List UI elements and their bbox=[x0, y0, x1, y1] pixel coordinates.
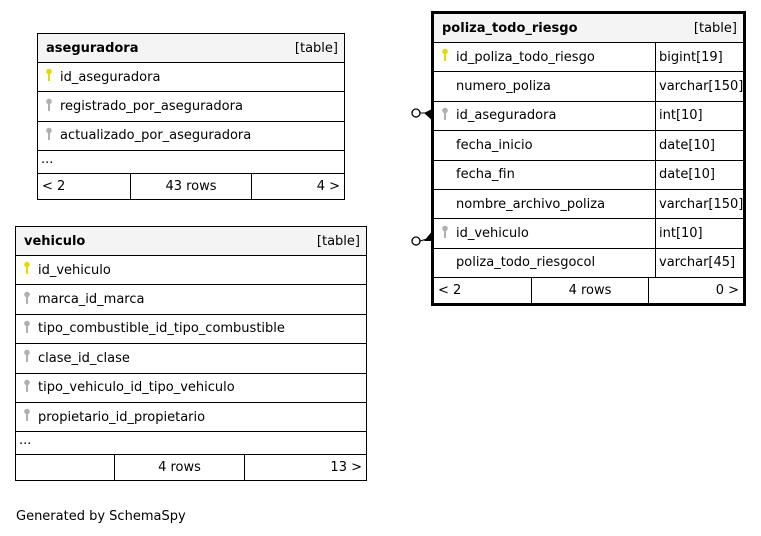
column-type: varchar[150] bbox=[655, 72, 743, 101]
column-type: int[10] bbox=[655, 219, 743, 248]
table-header[interactable]: poliza_todo_riesgo [table] bbox=[434, 14, 743, 43]
column-type: date[10] bbox=[655, 160, 743, 189]
row-count: 4 rows bbox=[531, 278, 649, 304]
children-link[interactable]: 13 > bbox=[330, 460, 362, 476]
more-columns[interactable]: ... bbox=[38, 151, 344, 175]
column-type: varchar[45] bbox=[655, 248, 743, 278]
column-name: numero_poliza bbox=[456, 79, 551, 95]
column-row[interactable]: numero_poliza varchar[150] bbox=[434, 72, 743, 102]
column-row[interactable]: nombre_archivo_poliza varchar[150] bbox=[434, 189, 743, 220]
column-type: varchar[150] bbox=[655, 189, 743, 219]
primary-key-icon bbox=[16, 261, 38, 279]
children-link[interactable]: 4 > bbox=[316, 179, 340, 195]
foreign-key-icon bbox=[16, 291, 38, 309]
column-name: actualizado_por_aseguradora bbox=[60, 128, 252, 144]
primary-key-icon bbox=[38, 68, 60, 86]
foreign-key-icon bbox=[38, 98, 60, 116]
column-name: propietario_id_propietario bbox=[38, 409, 206, 425]
column-name: clase_id_clase bbox=[38, 350, 130, 366]
foreign-key-icon bbox=[38, 127, 60, 145]
more-columns[interactable]: ... bbox=[16, 432, 366, 456]
children-link[interactable]: 0 > bbox=[715, 283, 739, 299]
column-row[interactable]: poliza_todo_riesgocol varchar[45] bbox=[434, 248, 743, 279]
table-kind: [table] bbox=[693, 20, 737, 36]
column-name: poliza_todo_riesgocol bbox=[456, 255, 596, 271]
column-name: id_poliza_todo_riesgo bbox=[456, 49, 595, 65]
foreign-key-icon bbox=[16, 320, 38, 338]
column-row[interactable]: id_vehiculo bbox=[16, 256, 366, 286]
column-name: registrado_por_aseguradora bbox=[60, 99, 243, 115]
column-type: date[10] bbox=[655, 131, 743, 160]
column-type: bigint[19] bbox=[655, 43, 743, 72]
foreign-key-icon bbox=[16, 408, 38, 426]
column-row[interactable]: id_aseguradora int[10] bbox=[434, 101, 743, 132]
column-name: fecha_fin bbox=[456, 167, 515, 183]
foreign-key-icon bbox=[16, 349, 38, 367]
table-kind: [table] bbox=[294, 40, 338, 56]
column-row[interactable]: actualizado_por_aseguradora bbox=[38, 122, 344, 152]
column-name: id_vehiculo bbox=[38, 262, 111, 278]
column-name: marca_id_marca bbox=[38, 292, 145, 308]
row-count: 4 rows bbox=[114, 455, 245, 481]
column-row[interactable]: clase_id_clase bbox=[16, 344, 366, 374]
column-row[interactable]: id_poliza_todo_riesgo bigint[19] bbox=[434, 43, 743, 73]
column-row[interactable]: fecha_fin date[10] bbox=[434, 160, 743, 190]
relationship-aseguradora bbox=[411, 108, 434, 122]
column-name: id_aseguradora bbox=[60, 69, 161, 85]
column-row[interactable]: marca_id_marca bbox=[16, 285, 366, 315]
foreign-key-icon bbox=[16, 379, 38, 397]
parents-link[interactable]: < 2 bbox=[438, 283, 462, 299]
table-footer: 4 rows 13 > bbox=[16, 455, 366, 481]
table-vehiculo[interactable]: vehiculo [table] id_vehiculo marca_id_marca… bbox=[15, 226, 367, 482]
table-poliza-todo-riesgo[interactable]: poliza_todo_riesgo [table] id_poliza_todo_… bbox=[431, 11, 746, 307]
table-kind: [table] bbox=[316, 233, 360, 249]
relationship-vehiculo bbox=[411, 229, 435, 246]
column-name: nombre_archivo_poliza bbox=[456, 196, 606, 212]
column-row[interactable]: tipo_vehiculo_id_tipo_vehiculo bbox=[16, 374, 366, 403]
column-row[interactable]: tipo_combustible_id_tipo_combustible bbox=[16, 315, 366, 345]
table-header[interactable]: aseguradora [table] bbox=[38, 34, 344, 63]
table-name: poliza_todo_riesgo bbox=[442, 20, 578, 36]
column-name: tipo_combustible_id_tipo_combustible bbox=[38, 321, 285, 337]
table-aseguradora[interactable]: aseguradora [table] id_aseguradora registra… bbox=[37, 33, 345, 201]
foreign-key-icon bbox=[434, 225, 456, 243]
parents-link[interactable]: < 2 bbox=[42, 179, 66, 195]
column-row[interactable]: id_vehiculo int[10] bbox=[434, 219, 743, 249]
primary-key-icon bbox=[434, 48, 456, 66]
column-name: fecha_inicio bbox=[456, 137, 533, 153]
table-name: vehiculo bbox=[24, 233, 86, 249]
table-footer: < 2 4 rows 0 > bbox=[434, 278, 743, 304]
column-row[interactable]: propietario_id_propietario bbox=[16, 403, 366, 433]
table-header[interactable]: vehiculo [table] bbox=[16, 227, 366, 256]
table-name: aseguradora bbox=[46, 40, 139, 56]
column-name: id_aseguradora bbox=[456, 108, 557, 124]
table-footer: < 2 43 rows 4 > bbox=[38, 174, 344, 200]
column-row[interactable]: fecha_inicio date[10] bbox=[434, 131, 743, 161]
generated-by-label: Generated by SchemaSpy bbox=[16, 509, 186, 524]
column-name: id_vehiculo bbox=[456, 226, 529, 242]
column-row[interactable]: registrado_por_aseguradora bbox=[38, 92, 344, 122]
column-type: int[10] bbox=[655, 101, 743, 131]
row-count: 43 rows bbox=[130, 174, 252, 200]
foreign-key-icon bbox=[434, 107, 456, 125]
column-name: tipo_vehiculo_id_tipo_vehiculo bbox=[38, 380, 235, 396]
column-row[interactable]: id_aseguradora bbox=[38, 63, 344, 93]
